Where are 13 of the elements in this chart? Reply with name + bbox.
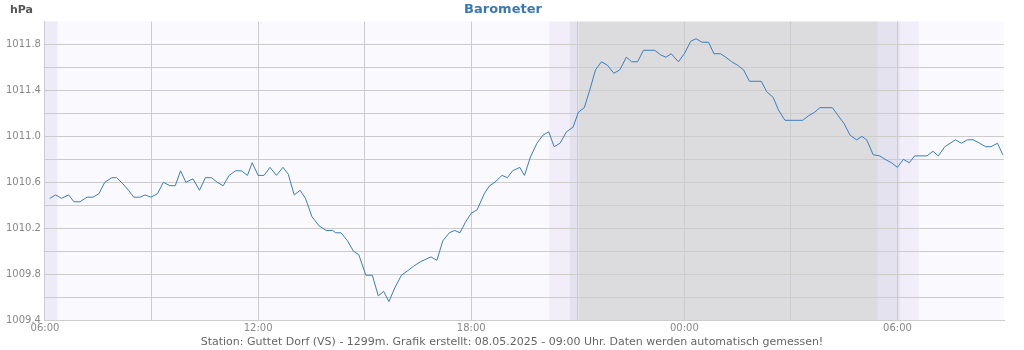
x-tick-label: 18:00 bbox=[456, 321, 486, 333]
y-tick-label: 1009.8 bbox=[5, 267, 41, 279]
x-tick-label: 12:00 bbox=[243, 321, 273, 333]
y-tick-label: 1011.4 bbox=[5, 84, 41, 96]
y-axis-title: hPa bbox=[10, 2, 34, 16]
y-tick-label: 1011.0 bbox=[5, 129, 41, 141]
y-tick-label: 1010.2 bbox=[5, 221, 41, 233]
text: Station: Guttet Dorf (VS) - 1299m. Grafik erstellt: 08.05.2025 - 09:00 Uhr. Daten werden automatisch gemessen! bbox=[200, 335, 824, 349]
y-tick-label: 1011.8 bbox=[5, 38, 41, 50]
y-tick-label: 1010.6 bbox=[5, 175, 41, 187]
x-tick-label: 06:00 bbox=[883, 321, 912, 333]
x-tick-label: 00:00 bbox=[669, 321, 699, 333]
chart-title: Barometer bbox=[464, 1, 543, 17]
